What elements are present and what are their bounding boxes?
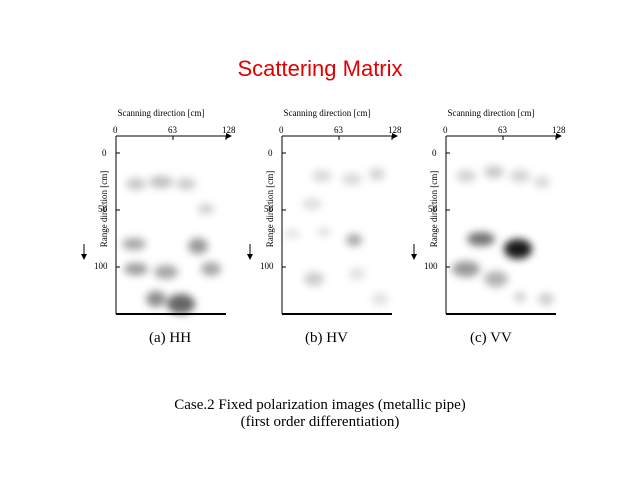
vv-image bbox=[411, 133, 562, 315]
y-tick-100: 100 bbox=[260, 261, 274, 271]
caption-hh: (a) HH bbox=[149, 330, 192, 346]
caption-hv: (b) HV bbox=[305, 330, 348, 346]
panel-hh: Scanning direction [cm] 0 63 128 Range d… bbox=[81, 104, 246, 324]
y-tick-0: 0 bbox=[432, 148, 437, 158]
footer-line-1: Case.2 Fixed polarization images (metall… bbox=[174, 397, 466, 413]
x-tick-128: 128 bbox=[388, 125, 402, 135]
x-tick-128: 128 bbox=[222, 125, 236, 135]
panel-vv: Scanning direction [cm] 0 63 128 Range d… bbox=[411, 104, 576, 324]
page-title: Scattering Matrix bbox=[237, 56, 403, 81]
scanning-direction-label: Scanning direction [cm] bbox=[447, 108, 535, 118]
caption-vv: (c) VV bbox=[470, 330, 512, 346]
y-tick-100: 100 bbox=[94, 261, 108, 271]
y-tick-50: 50 bbox=[98, 204, 107, 214]
x-tick-128: 128 bbox=[552, 125, 566, 135]
y-tick-0: 0 bbox=[102, 148, 107, 158]
hh-image bbox=[81, 133, 232, 315]
x-tick-63: 63 bbox=[168, 125, 177, 135]
x-tick-0: 0 bbox=[279, 125, 284, 135]
x-tick-63: 63 bbox=[498, 125, 507, 135]
footer-line-2: (first order differentiation) bbox=[240, 414, 400, 430]
scanning-direction-label: Scanning direction [cm] bbox=[117, 108, 205, 118]
hv-image bbox=[247, 133, 398, 315]
y-tick-50: 50 bbox=[428, 204, 437, 214]
scanning-direction-label: Scanning direction [cm] bbox=[283, 108, 371, 118]
panel-hv: Scanning direction [cm] 0 63 128 Range d… bbox=[247, 104, 412, 324]
x-tick-63: 63 bbox=[334, 125, 343, 135]
y-tick-0: 0 bbox=[268, 148, 273, 158]
y-tick-100: 100 bbox=[424, 261, 438, 271]
x-tick-0: 0 bbox=[443, 125, 448, 135]
x-tick-0: 0 bbox=[113, 125, 118, 135]
y-tick-50: 50 bbox=[264, 204, 273, 214]
